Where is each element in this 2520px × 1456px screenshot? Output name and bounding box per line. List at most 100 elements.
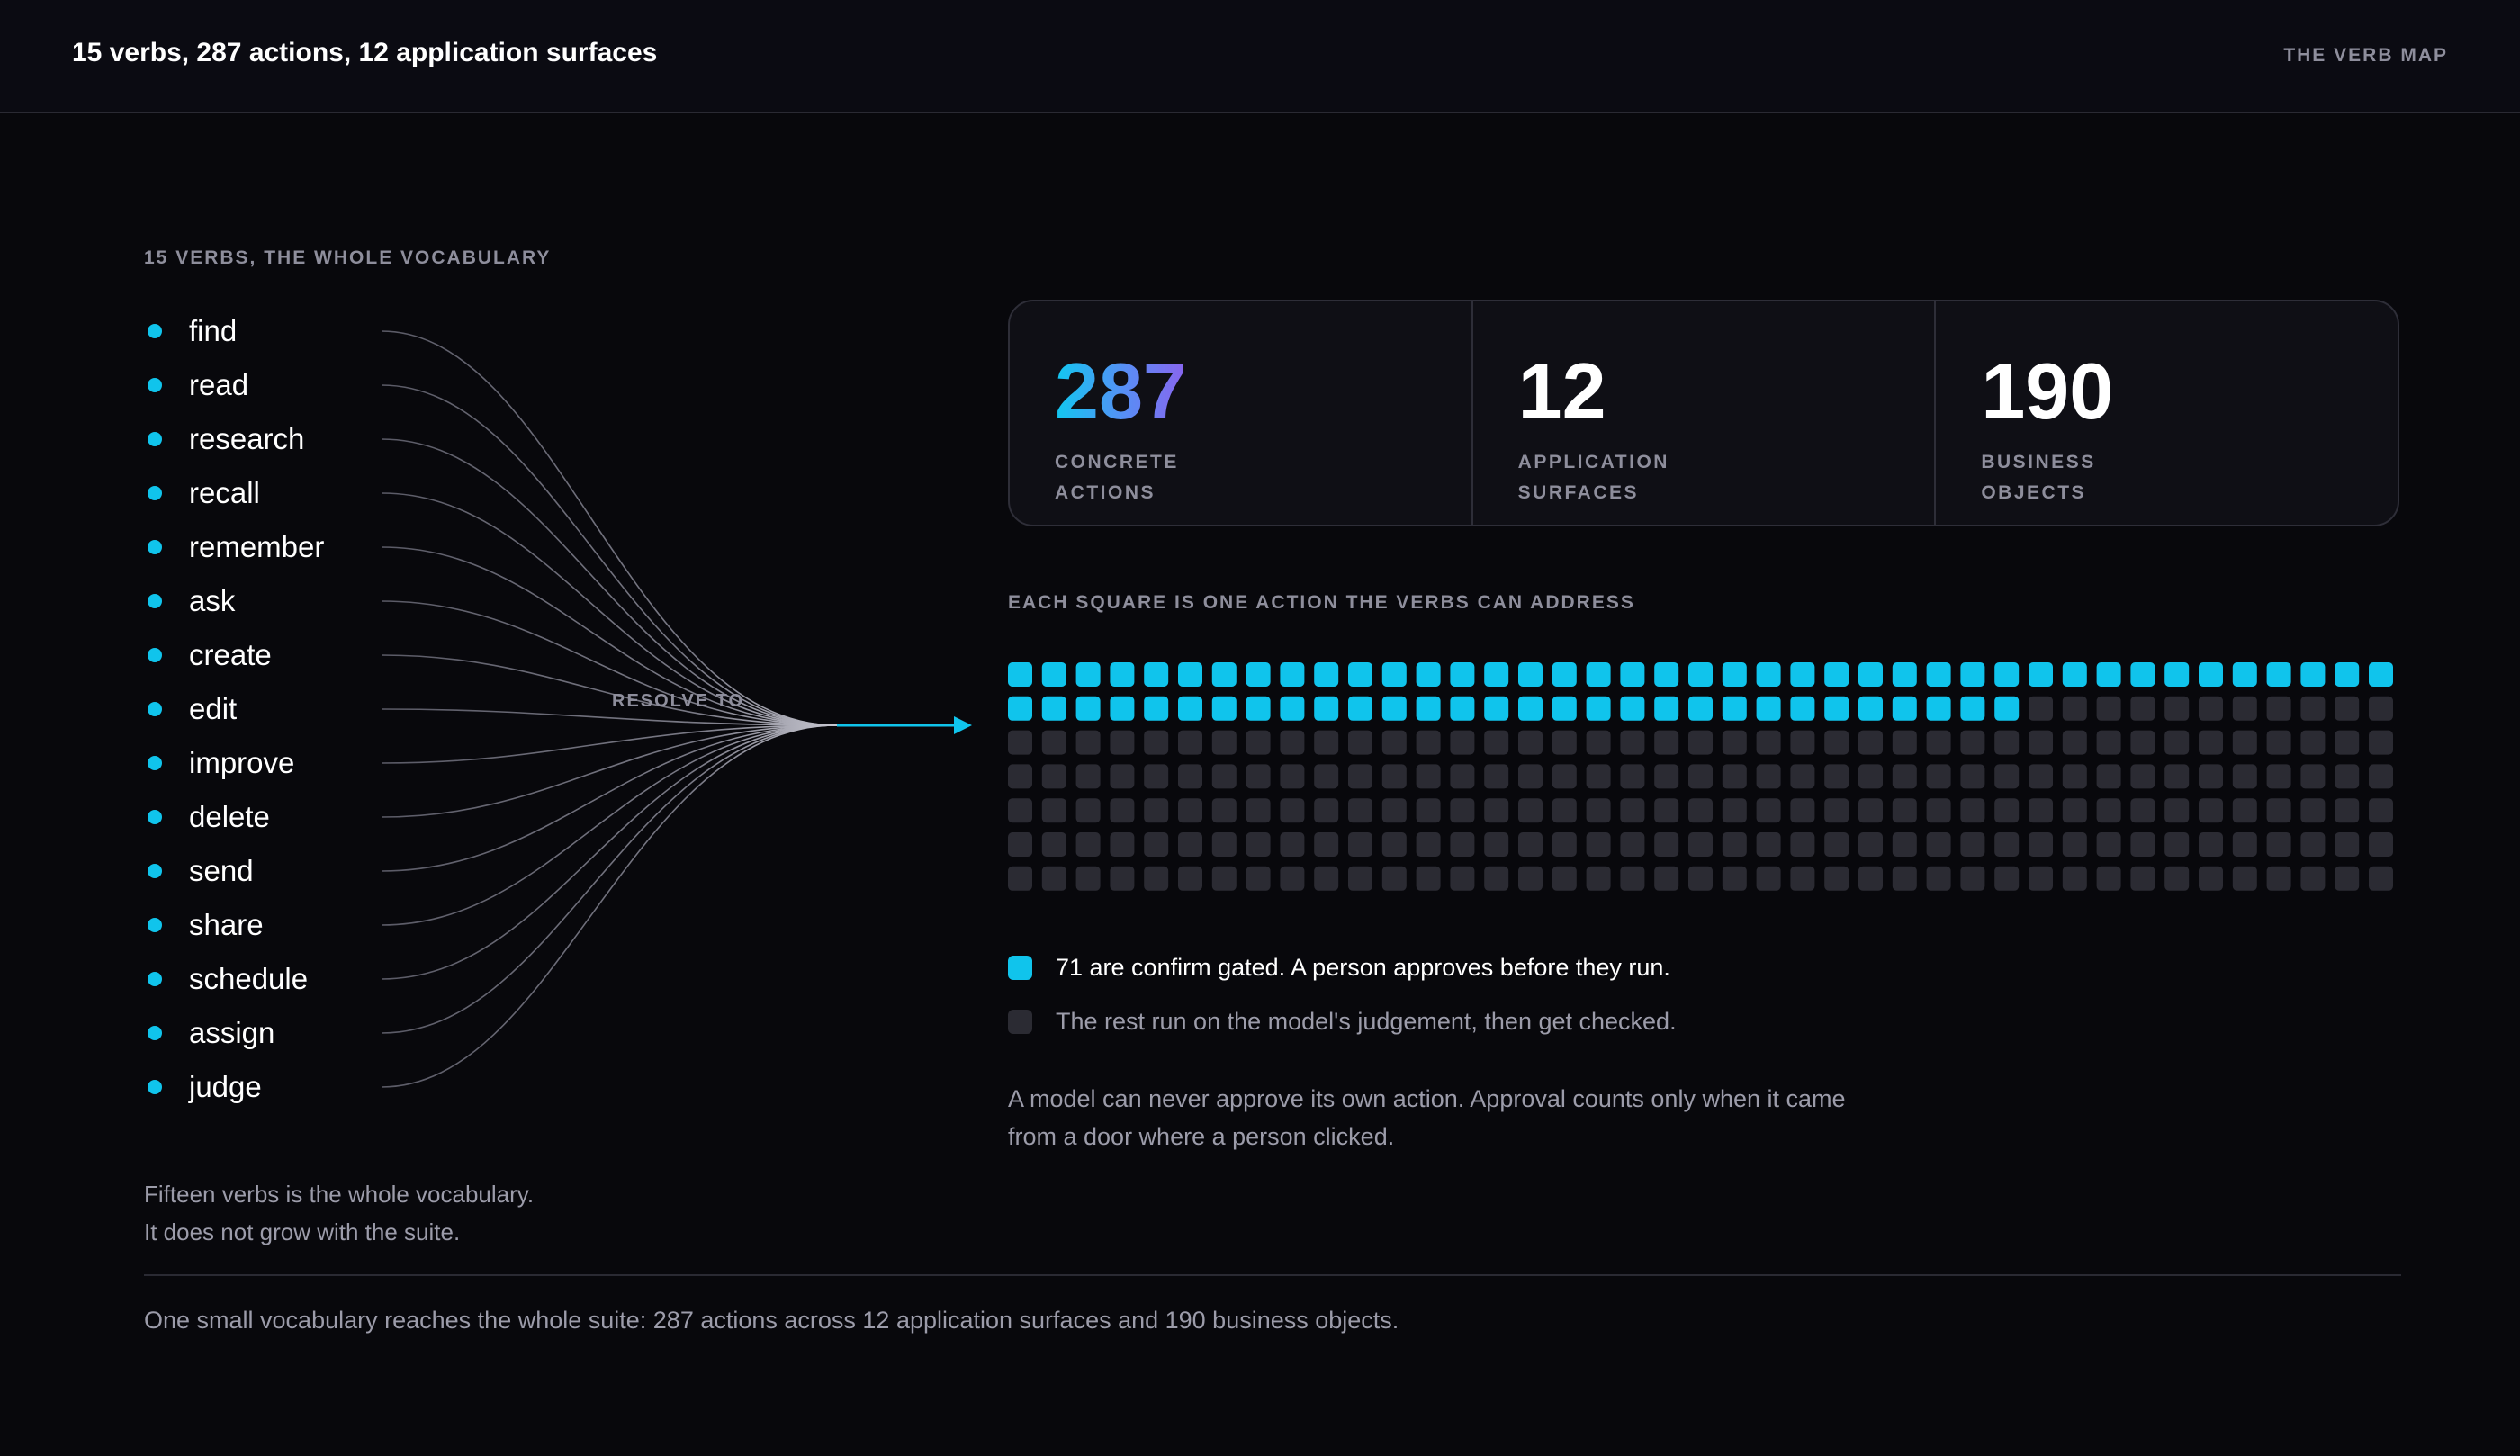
action-square bbox=[1484, 866, 1509, 891]
action-square-gated bbox=[1041, 662, 1066, 687]
action-square-gated bbox=[1756, 696, 1781, 721]
action-square bbox=[1518, 764, 1543, 789]
action-square bbox=[2164, 798, 2190, 823]
action-square bbox=[2199, 764, 2223, 789]
action-square bbox=[1076, 764, 1101, 789]
verb-bullet bbox=[148, 378, 162, 392]
action-square-gated bbox=[1314, 696, 1339, 721]
divider bbox=[144, 1274, 2401, 1276]
action-square-gated bbox=[1620, 662, 1645, 687]
action-square bbox=[1110, 832, 1135, 857]
action-square bbox=[1450, 866, 1475, 891]
action-square bbox=[2369, 730, 2393, 755]
action-square-gated bbox=[2199, 662, 2223, 687]
action-square bbox=[1416, 832, 1441, 857]
action-square-gated bbox=[1348, 662, 1372, 687]
action-square bbox=[2199, 798, 2223, 823]
action-square-gated bbox=[1858, 696, 1883, 721]
action-square bbox=[1041, 832, 1066, 857]
action-square bbox=[2029, 832, 2053, 857]
action-square bbox=[1416, 866, 1441, 891]
action-square bbox=[1790, 730, 1815, 755]
fan-line-edit bbox=[381, 708, 838, 726]
action-square bbox=[2266, 832, 2291, 857]
action-square bbox=[1994, 764, 2020, 789]
verb-bullet bbox=[148, 810, 162, 824]
action-square bbox=[1416, 764, 1441, 789]
action-square bbox=[2335, 866, 2360, 891]
verb-item-delete: delete bbox=[144, 790, 414, 844]
legend-rest: The rest run on the model's judgement, t… bbox=[1008, 1008, 1677, 1036]
action-square bbox=[1892, 866, 1917, 891]
action-square-gated bbox=[1348, 696, 1372, 721]
action-square bbox=[2029, 730, 2053, 755]
action-square bbox=[2096, 798, 2121, 823]
stat-actions-label: CONCRETE ACTIONS bbox=[1055, 447, 1289, 508]
action-square bbox=[1246, 730, 1271, 755]
verb-bullet bbox=[148, 1080, 162, 1094]
verb-bullet bbox=[148, 972, 162, 986]
legend-gated-text: 71 are confirm gated. A person approves … bbox=[1056, 954, 1670, 981]
action-square-gated bbox=[2096, 662, 2121, 687]
action-square bbox=[2266, 798, 2291, 823]
action-square bbox=[1756, 730, 1781, 755]
action-square bbox=[2335, 764, 2360, 789]
stat-surfaces-label-line-2: SURFACES bbox=[1517, 482, 1640, 503]
summary-text: One small vocabulary reaches the whole s… bbox=[144, 1307, 1400, 1334]
action-square bbox=[1654, 832, 1679, 857]
fan-line-share bbox=[381, 724, 838, 926]
verb-bullet bbox=[148, 864, 162, 878]
action-square bbox=[2335, 798, 2360, 823]
action-square-gated bbox=[1110, 662, 1135, 687]
action-square bbox=[2164, 832, 2190, 857]
action-square bbox=[2164, 696, 2190, 721]
action-square bbox=[2199, 832, 2223, 857]
verb-bullet bbox=[148, 648, 162, 662]
action-square bbox=[2199, 866, 2223, 891]
action-square bbox=[1960, 764, 1985, 789]
fan-line-create bbox=[381, 654, 838, 726]
action-square bbox=[1314, 764, 1339, 789]
verb-item-find: find bbox=[144, 304, 414, 358]
verb-item-ask: ask bbox=[144, 574, 414, 628]
action-square-gated bbox=[1382, 662, 1407, 687]
action-square-gated bbox=[1076, 696, 1101, 721]
action-square bbox=[1348, 798, 1372, 823]
action-square bbox=[2029, 866, 2053, 891]
action-square bbox=[1110, 730, 1135, 755]
action-square-gated bbox=[2335, 662, 2360, 687]
fan-line-delete bbox=[381, 724, 838, 818]
verb-label: create bbox=[189, 638, 272, 671]
action-square bbox=[1892, 798, 1917, 823]
action-square-gated bbox=[2300, 662, 2326, 687]
action-square-gated bbox=[2232, 662, 2257, 687]
action-square-gated bbox=[1144, 696, 1169, 721]
approval-note: A model can never approve its own action… bbox=[1008, 1080, 1998, 1155]
fan-line-improve bbox=[381, 724, 838, 764]
action-square bbox=[2130, 764, 2156, 789]
action-square bbox=[1211, 866, 1237, 891]
action-square bbox=[1586, 764, 1611, 789]
action-square-gated bbox=[1008, 696, 1032, 721]
action-square bbox=[1450, 764, 1475, 789]
verb-item-research: research bbox=[144, 412, 414, 466]
verb-bullet bbox=[148, 756, 162, 770]
verb-bullet bbox=[148, 594, 162, 608]
action-square bbox=[1994, 832, 2020, 857]
action-square bbox=[1144, 798, 1169, 823]
action-square bbox=[1620, 832, 1645, 857]
action-square bbox=[1450, 832, 1475, 857]
action-square-gated bbox=[1654, 662, 1679, 687]
action-square bbox=[2164, 866, 2190, 891]
action-square bbox=[1076, 832, 1101, 857]
action-square bbox=[1926, 764, 1951, 789]
action-square-gated bbox=[1076, 662, 1101, 687]
action-square bbox=[1824, 832, 1850, 857]
verb-label: find bbox=[189, 314, 238, 347]
verb-bullet bbox=[148, 540, 162, 554]
action-square-gated bbox=[1892, 662, 1917, 687]
verb-bullet bbox=[148, 486, 162, 500]
action-square bbox=[1382, 832, 1407, 857]
action-square bbox=[1518, 730, 1543, 755]
stats-card: 287 CONCRETE ACTIONS 12 APPLICATION SURF… bbox=[1008, 300, 2399, 526]
